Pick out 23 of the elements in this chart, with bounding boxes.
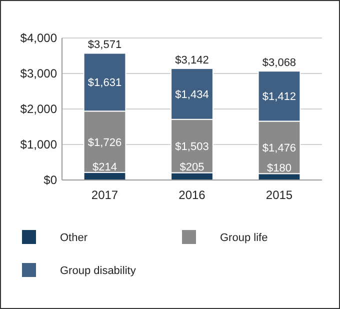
data-label: $1,503 <box>175 141 209 154</box>
data-label: $1,726 <box>88 136 122 149</box>
y-tick-label: $4,000 <box>20 31 58 45</box>
total-label: $3,571 <box>88 39 122 52</box>
data-label: $1,434 <box>175 88 209 101</box>
total-label: $3,142 <box>175 54 209 66</box>
x-tick-label: 2015 <box>266 188 293 202</box>
legend-label: Group disability <box>60 265 136 277</box>
data-label: $205 <box>180 162 204 174</box>
data-label: $180 <box>267 162 292 175</box>
legend-label: Other <box>60 232 88 244</box>
x-tick-label: 2017 <box>91 188 118 202</box>
y-tick-label: $2,000 <box>20 102 58 116</box>
legend-label: Group life <box>220 232 268 244</box>
data-label: $1,412 <box>262 91 296 104</box>
y-tick-label: $3,000 <box>20 66 58 80</box>
y-tick-label: $1,000 <box>20 138 58 152</box>
data-label: $214 <box>92 161 117 174</box>
x-tick-label: 2016 <box>178 188 206 202</box>
data-label: $1,476 <box>262 142 296 154</box>
data-label: $1,631 <box>88 77 122 90</box>
total-label: $3,068 <box>262 57 296 70</box>
y-tick-label: $0 <box>44 173 58 187</box>
